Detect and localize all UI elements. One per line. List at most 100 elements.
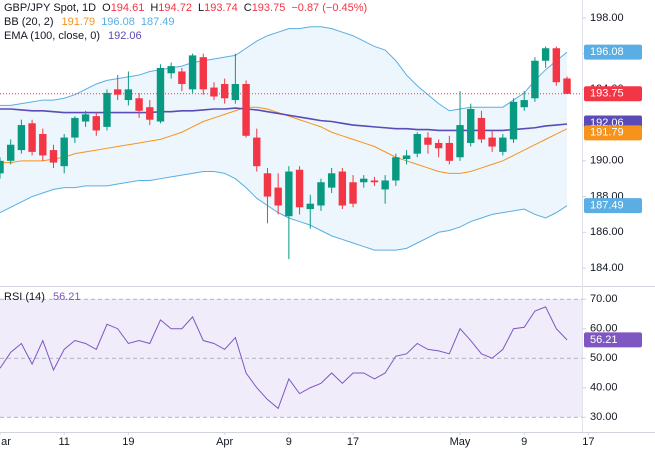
bb-fill [0,26,568,251]
legend: GBP/JPY Spot, 1D O194.61 H194.72 L193.74 C19… [4,2,367,14]
candle-body [6,144,15,161]
y-tick-label: 184.00 [590,262,624,274]
candle-body [317,182,325,206]
ohlc-value: 193.74 [204,2,238,14]
legend-title: GBP/JPY Spot, 1D [4,2,96,14]
ohlc-prefix: L [198,2,204,14]
bb-basis-value: 191.79 [62,16,96,28]
candle-body [210,87,218,97]
candle-body [424,137,432,145]
candle-body [541,48,550,61]
candle-body [306,203,314,210]
candle-body [477,117,486,140]
candle-body [124,89,133,101]
candle-body [39,134,47,156]
price-tag [584,125,642,141]
candle-body [178,71,186,84]
candle-body [338,171,347,206]
candle-body [92,116,100,131]
candle-body [188,55,197,90]
ohlc-value: 194.61 [111,2,145,14]
x-tick-label: 17 [347,436,359,448]
candle-body [113,89,122,95]
candle-body [531,60,539,99]
candle-body [295,169,304,208]
y-tick-label: 30.00 [590,411,618,423]
candle-body [274,187,282,206]
y-tick-label: 70.00 [590,293,618,305]
legend: RSI (14) 56.21 [4,291,81,303]
price-tag-label: 187.49 [590,200,624,212]
y-tick-label: 60.00 [590,323,618,335]
candle-body [456,125,464,158]
candle-body [467,108,475,143]
candle-body [509,101,518,140]
legend: EMA (100, close, 0) 192.06 [4,30,142,42]
rsi-legend: RSI (14) [4,291,45,303]
candle-body [81,114,90,122]
bb-legend: BB (20, 2) [4,16,54,28]
ema-value: 192.06 [108,30,142,42]
candle-body [285,171,293,217]
change-label: −0.87 (−0.45%) [291,2,367,14]
legend: BB (20, 2) 191.79 196.08 187.49 [4,16,175,28]
candle-body [167,66,175,74]
candle-body [49,150,58,163]
candle-body [413,134,421,154]
candle-body [488,137,496,147]
bb-lower [0,171,568,251]
ohlc-value: 194.72 [158,2,192,14]
candle-body [370,180,379,183]
candle-body [520,100,528,108]
candle-body [156,67,165,122]
rsi-line [0,306,568,410]
candle-body [402,155,411,160]
candle-body [60,137,68,167]
bb-lower-value: 187.49 [141,16,175,28]
candle-body [135,98,143,111]
x-tick-label: ar [1,436,11,448]
candle-body [381,180,389,190]
ohlc-value: 193.75 [252,2,286,14]
candle-body [263,173,272,197]
ohlc-prefix: O [102,2,111,14]
price-tag [584,198,642,214]
y-tick-label: 198.00 [590,12,624,24]
candle-body [199,57,207,90]
candle-body [0,160,4,174]
candle-body [327,173,336,188]
price-tag-label: 193.75 [590,88,624,100]
x-tick-label: 19 [122,436,134,448]
candle-body [220,83,229,99]
price-tag [584,86,642,102]
candle-body [17,125,26,151]
ohlc-prefix: C [244,2,252,14]
x-tick-label: 9 [521,436,527,448]
candle-body [146,107,154,120]
x-tick-label: 9 [286,436,292,448]
candle-body [552,48,561,83]
candle-body [71,117,79,138]
y-tick-label: 40.00 [590,382,618,394]
y-tick-label: 50.00 [590,352,618,364]
bb-upper [0,26,568,112]
rsi-value: 56.21 [53,291,81,303]
ema-legend: EMA (100, close, 0) [4,30,100,42]
candle-body [499,137,507,152]
price-tag [584,332,642,348]
candle-body [28,123,36,152]
candle-body [563,78,571,94]
bb-upper-value: 196.08 [101,16,135,28]
price-tag [584,44,642,60]
x-tick-label: 17 [582,436,594,448]
candle-body [231,83,240,101]
price-tag-label: 191.79 [590,127,624,139]
candle-body [434,142,443,149]
y-tick-label: 186.00 [590,226,624,238]
y-tick-label: 190.00 [590,155,624,167]
x-tick-label: 11 [58,436,69,448]
candle-body [349,182,357,204]
x-tick-label: May [450,436,471,448]
candle-body [242,83,250,136]
